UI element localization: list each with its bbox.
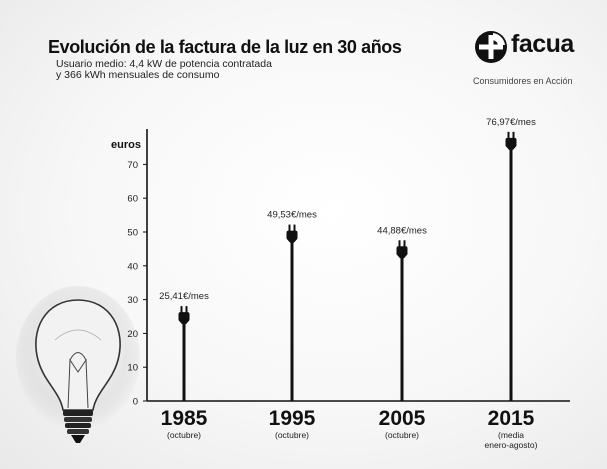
plug-head xyxy=(396,246,408,256)
y-tick-label: 20 xyxy=(127,329,138,340)
plug-prong xyxy=(403,240,406,248)
facua-logo-wordmark: facua xyxy=(511,30,574,58)
plug-prong xyxy=(507,131,510,139)
x-tick-note: (octubre) xyxy=(385,430,419,440)
plug-prong xyxy=(293,224,296,232)
y-tick-label: 60 xyxy=(127,194,138,205)
y-tick-label: 10 xyxy=(127,363,138,374)
data-label: 44,88€/mes xyxy=(377,225,427,236)
y-tick-label: 0 xyxy=(133,397,138,408)
plug-neck xyxy=(178,320,190,325)
plug-prong xyxy=(512,131,515,139)
light-bulb-icon xyxy=(16,286,140,443)
y-axis-label: euros xyxy=(111,139,141,151)
bar-1995: 49,53€/mes 1995(octubre) xyxy=(267,210,317,440)
data-label: 76,97€/mes xyxy=(486,117,536,128)
plug-neck xyxy=(505,145,517,150)
chart-title: Evolución de la factura de la luz en 30 … xyxy=(48,37,402,57)
x-tick-label: 1985 xyxy=(161,407,208,430)
x-tick-note: (octubre) xyxy=(275,430,309,440)
chart-subtitle-line-2: y 366 kWh mensuales de consumo xyxy=(56,69,220,81)
plug-prong xyxy=(398,240,401,248)
x-tick-note: (octubre) xyxy=(167,430,201,440)
data-label: 25,41€/mes xyxy=(159,291,209,302)
chart-subtitle-line-1: Usuario medio: 4,4 kW de potencia contra… xyxy=(56,58,272,70)
x-tick-label: 2015 xyxy=(488,407,535,430)
plug-neck xyxy=(286,238,298,243)
facua-logo: facua Consumidores en Acción xyxy=(473,27,593,97)
x-tick-note: (media xyxy=(498,430,524,440)
data-label: 49,53€/mes xyxy=(267,210,317,221)
plug-prong xyxy=(288,224,291,232)
plug-prong xyxy=(180,306,183,314)
plug-head xyxy=(286,230,298,240)
facua-logo-icon xyxy=(475,31,507,63)
x-tick-label: 2005 xyxy=(379,407,426,430)
x-tick-label: 1995 xyxy=(269,407,316,430)
plug-prong xyxy=(185,306,188,314)
bar-1985: 25,41€/mes 1985(octubre) xyxy=(159,291,209,440)
bar-2005: 44,88€/mes 2005(octubre) xyxy=(377,225,427,440)
plug-head xyxy=(178,312,190,322)
plug-head xyxy=(505,137,517,147)
y-tick-label: 50 xyxy=(127,228,138,239)
y-tick-label: 40 xyxy=(127,261,138,272)
facua-logo-tagline: Consumidores en Acción xyxy=(473,76,573,86)
x-tick-note: enero-agosto) xyxy=(485,440,538,450)
y-tick-label: 30 xyxy=(127,295,138,306)
y-tick-label: 70 xyxy=(127,160,138,171)
plug-neck xyxy=(396,254,408,259)
